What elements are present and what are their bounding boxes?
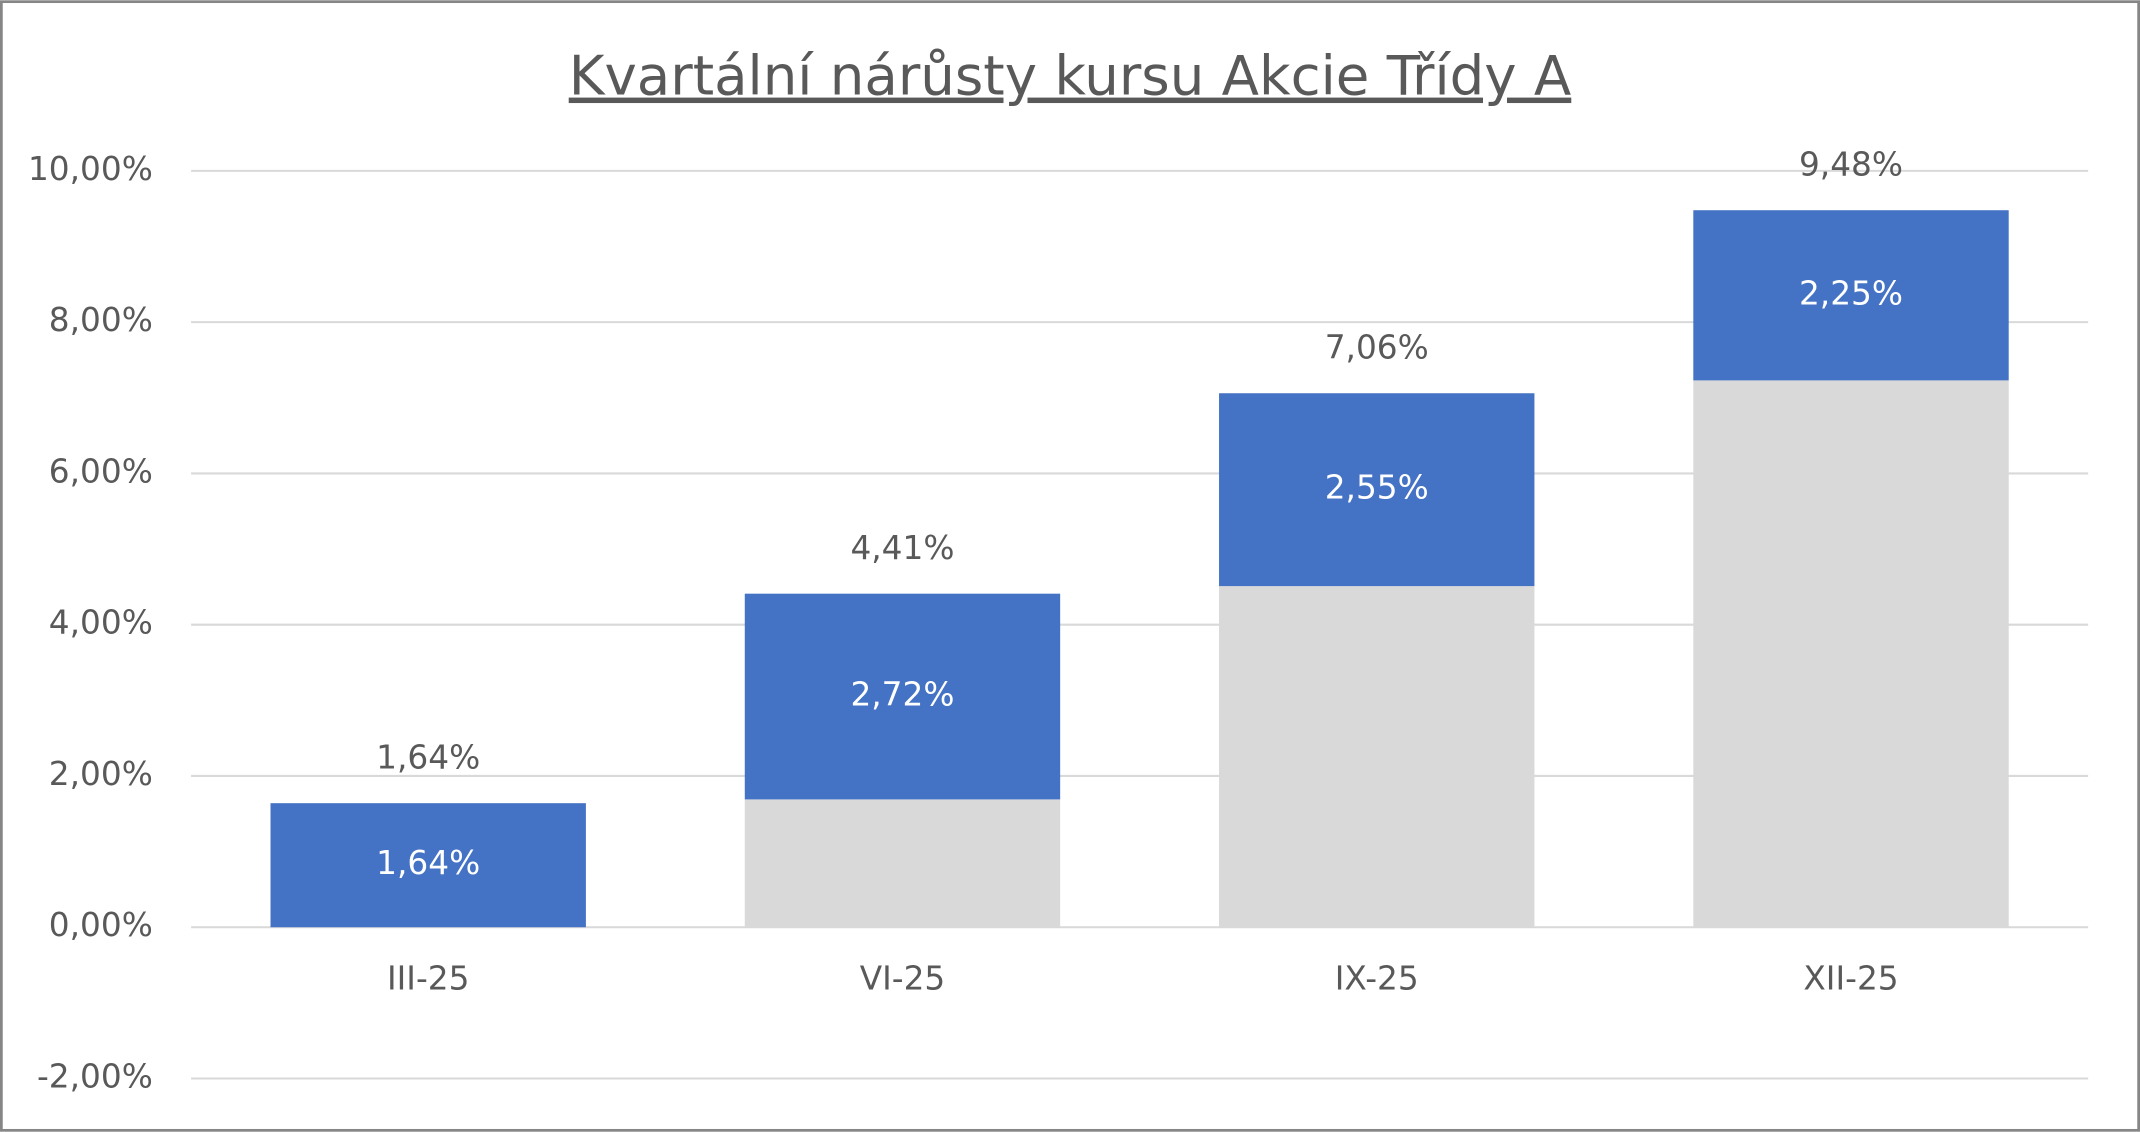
y-tick-label: 6,00% bbox=[49, 452, 153, 490]
x-tick-label: III-25 bbox=[387, 959, 469, 997]
segment-label: 2,72% bbox=[850, 676, 954, 714]
x-tick-label: IX-25 bbox=[1335, 959, 1419, 997]
x-tick-label: VI-25 bbox=[860, 959, 946, 997]
y-tick-label: 0,00% bbox=[49, 906, 153, 944]
segment-label: 2,25% bbox=[1799, 274, 1903, 312]
bar-segment bbox=[1219, 393, 1535, 587]
bar-segment bbox=[744, 799, 1061, 928]
y-tick-label: -2,00% bbox=[37, 1057, 153, 1095]
chart-title: Kvartální nárůsty kursu Akcie Třídy A bbox=[569, 44, 1572, 108]
y-tick-label: 2,00% bbox=[49, 755, 153, 793]
bar-segment bbox=[1693, 210, 2009, 381]
bar-segment bbox=[1693, 380, 2009, 928]
y-tick-label: 4,00% bbox=[49, 604, 153, 642]
y-tick-label: 10,00% bbox=[28, 150, 153, 188]
bar-segment bbox=[1219, 586, 1535, 928]
y-tick-label: 8,00% bbox=[49, 301, 153, 339]
segment-label: 1,64% bbox=[376, 844, 480, 882]
bar-segment bbox=[270, 803, 586, 928]
bar-segment bbox=[744, 593, 1061, 800]
total-label: 1,64% bbox=[376, 739, 480, 777]
total-label: 9,48% bbox=[1799, 146, 1903, 184]
total-label: 4,41% bbox=[850, 529, 954, 567]
x-tick-label: XII-25 bbox=[1803, 959, 1898, 997]
total-label: 7,06% bbox=[1325, 329, 1429, 367]
segment-label: 2,55% bbox=[1325, 469, 1429, 507]
